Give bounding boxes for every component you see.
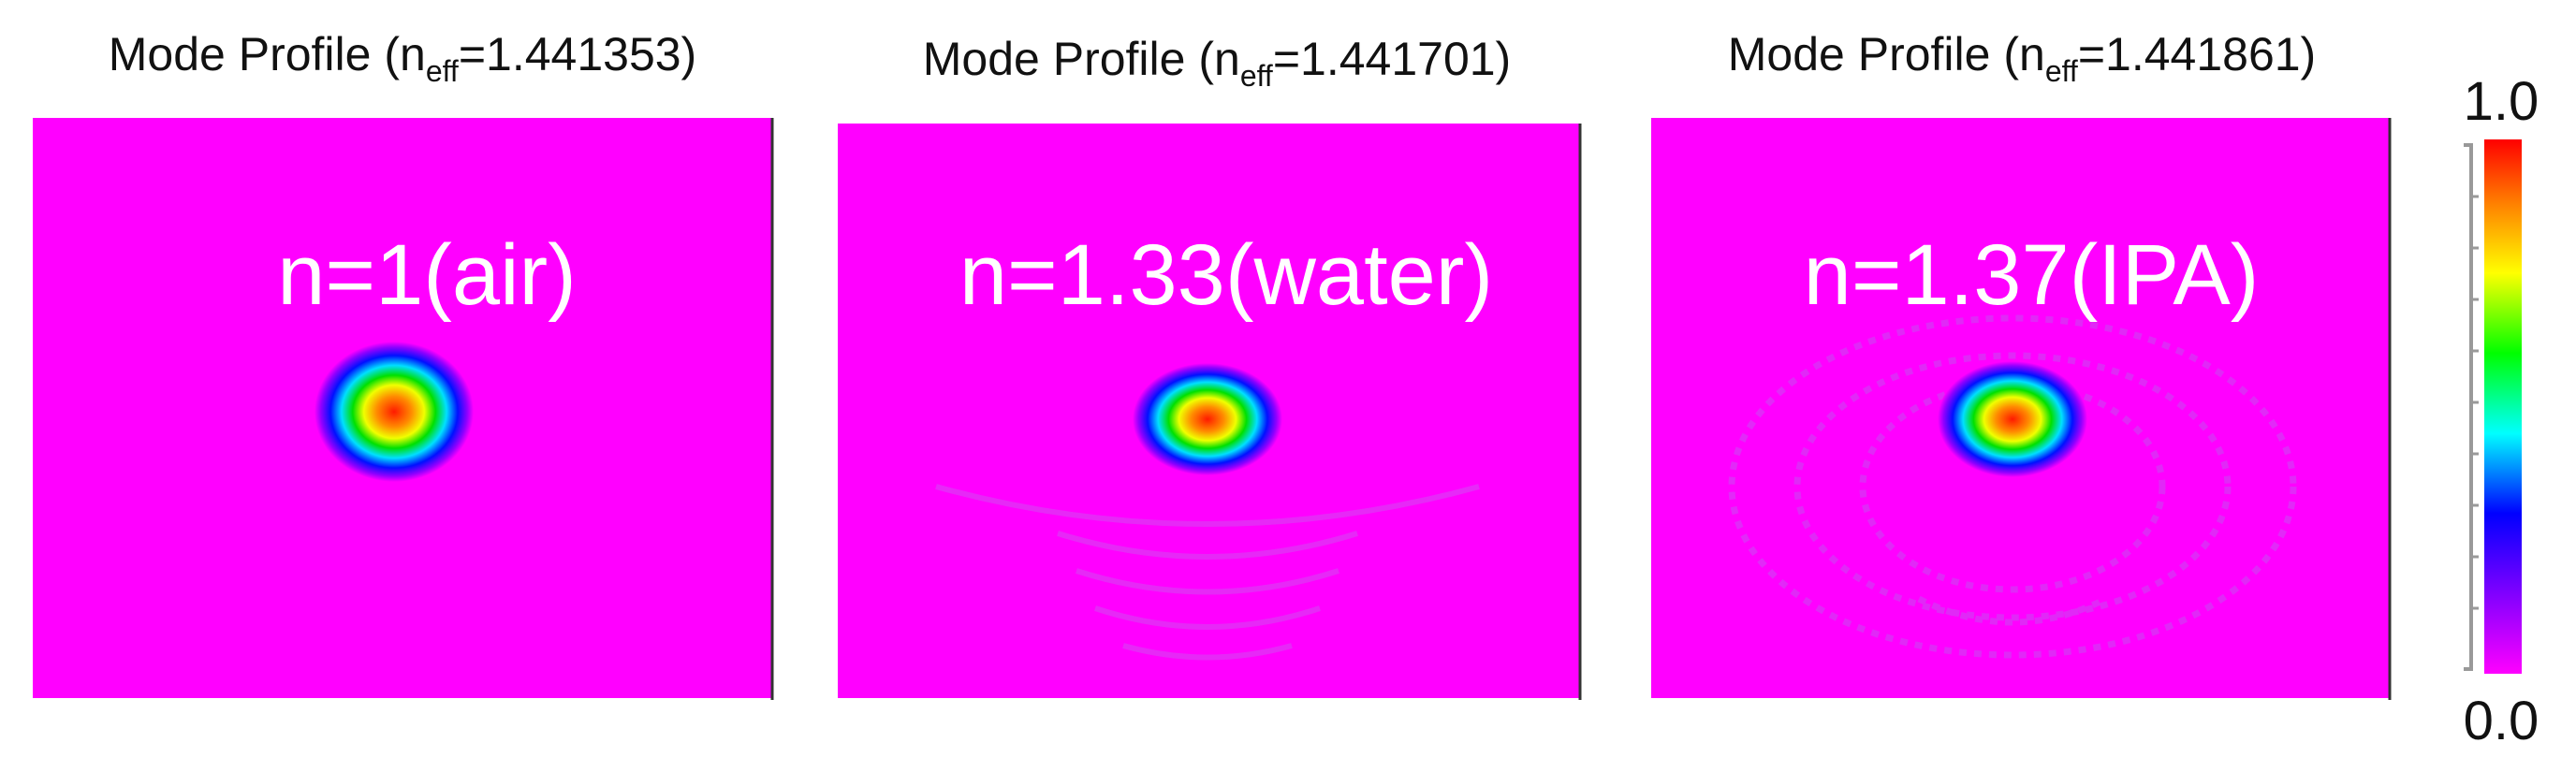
panel: Mode Profile (neff=1.441353) n=1(air) (33, 28, 774, 700)
colorbar-scale (2484, 139, 2522, 674)
panel-title: Mode Profile (neff=1.441701) (923, 33, 1511, 93)
colorbar-max-label: 1.0 (2464, 71, 2539, 132)
mode-spot (1938, 361, 2087, 477)
colorbar-min-label: 0.0 (2464, 691, 2539, 751)
medium-label: n=1.33(water) (959, 227, 1493, 323)
panel: Mode Profile (neff=1.441701) n=1.33(wate… (838, 33, 1582, 700)
title-text: =1.441861) (2078, 28, 2316, 80)
medium-label: n=1(air) (277, 227, 577, 323)
title-text: Mode Profile (n (109, 28, 426, 80)
colorbar: 1.0 0.0 (2464, 71, 2539, 751)
panel: Mode Profile (neff=1.441861) n=1.37(IPA) (1651, 28, 2392, 700)
title-subscript: eff (426, 54, 459, 88)
colorbar-frame (2464, 143, 2473, 671)
colorbar-ticks (2471, 195, 2479, 610)
title-text: Mode Profile (n (1728, 28, 2045, 80)
title-text: =1.441701) (1273, 33, 1511, 85)
title-text: Mode Profile (n (923, 33, 1240, 85)
panel-title: Mode Profile (neff=1.441861) (1728, 28, 2316, 88)
ripples (935, 484, 1480, 661)
title-subscript: eff (2045, 54, 2078, 88)
title-text: =1.441353) (459, 28, 696, 80)
mode-spot (1133, 363, 1282, 475)
mode-spot (315, 342, 474, 482)
medium-label: n=1.37(IPA) (1804, 227, 2260, 323)
panel-title: Mode Profile (neff=1.441353) (109, 28, 696, 88)
title-subscript: eff (1240, 59, 1273, 93)
